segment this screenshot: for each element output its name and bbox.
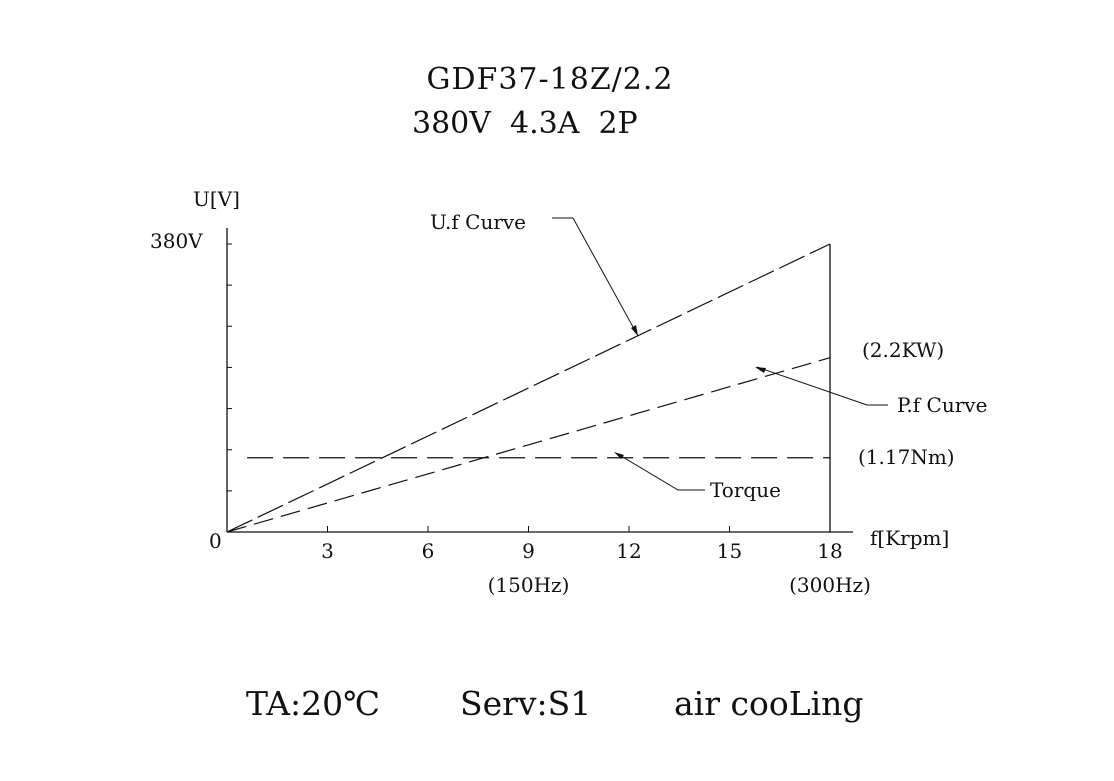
y-axis-minor-ticks: [227, 243, 232, 492]
x-tick-label: 9: [522, 539, 535, 563]
voltage-rating: 380V: [412, 106, 491, 141]
x-tick-label: 12: [616, 539, 641, 563]
torque-label: Torque: [710, 478, 781, 502]
cooling-method: air cooLing: [674, 684, 864, 723]
current-rating: 4.3A: [510, 106, 580, 141]
x-axis-ticks: 3 6 9 12 15 18 (150Hz) (300Hz): [321, 526, 871, 597]
torque-leader: [615, 452, 705, 491]
x-sub-label: (150Hz): [488, 573, 570, 597]
y-axis-label: U[V]: [193, 187, 240, 211]
pf-curve-leader: [756, 366, 888, 406]
pf-curve-arrowhead: [755, 367, 766, 373]
chart-title-ratings: 380V 4.3A 2P: [412, 106, 638, 141]
y-max-tick-label: 380V: [150, 229, 203, 253]
uf-curve-leader: [552, 217, 639, 337]
x-tick-label: 18: [817, 539, 842, 563]
pf-curve-end-label: (2.2KW): [862, 338, 944, 362]
x-axis-label: f[Krpm]: [870, 526, 949, 550]
origin-label: 0: [209, 529, 222, 553]
series-line: [226, 357, 831, 533]
x-tick-label: 3: [321, 539, 334, 563]
service-duty: Serv:S1: [460, 684, 592, 723]
uf-curve-label: U.f Curve: [430, 210, 526, 234]
ambient-temperature: TA:20℃: [246, 684, 381, 723]
x-sub-label: (300Hz): [789, 573, 871, 597]
series-line: [226, 243, 831, 533]
x-tick-label: 6: [422, 539, 435, 563]
torque-end-label: (1.17Nm): [858, 445, 955, 469]
curves: [226, 243, 831, 533]
chart-title-model: GDF37-18Z/2.2: [426, 62, 674, 97]
x-tick-label: 15: [717, 539, 742, 563]
uf-curve-arrowhead: [631, 325, 638, 336]
pf-curve-label: P.f Curve: [897, 393, 987, 417]
poles-rating: 2P: [598, 106, 638, 141]
torque-arrowhead: [614, 452, 624, 459]
